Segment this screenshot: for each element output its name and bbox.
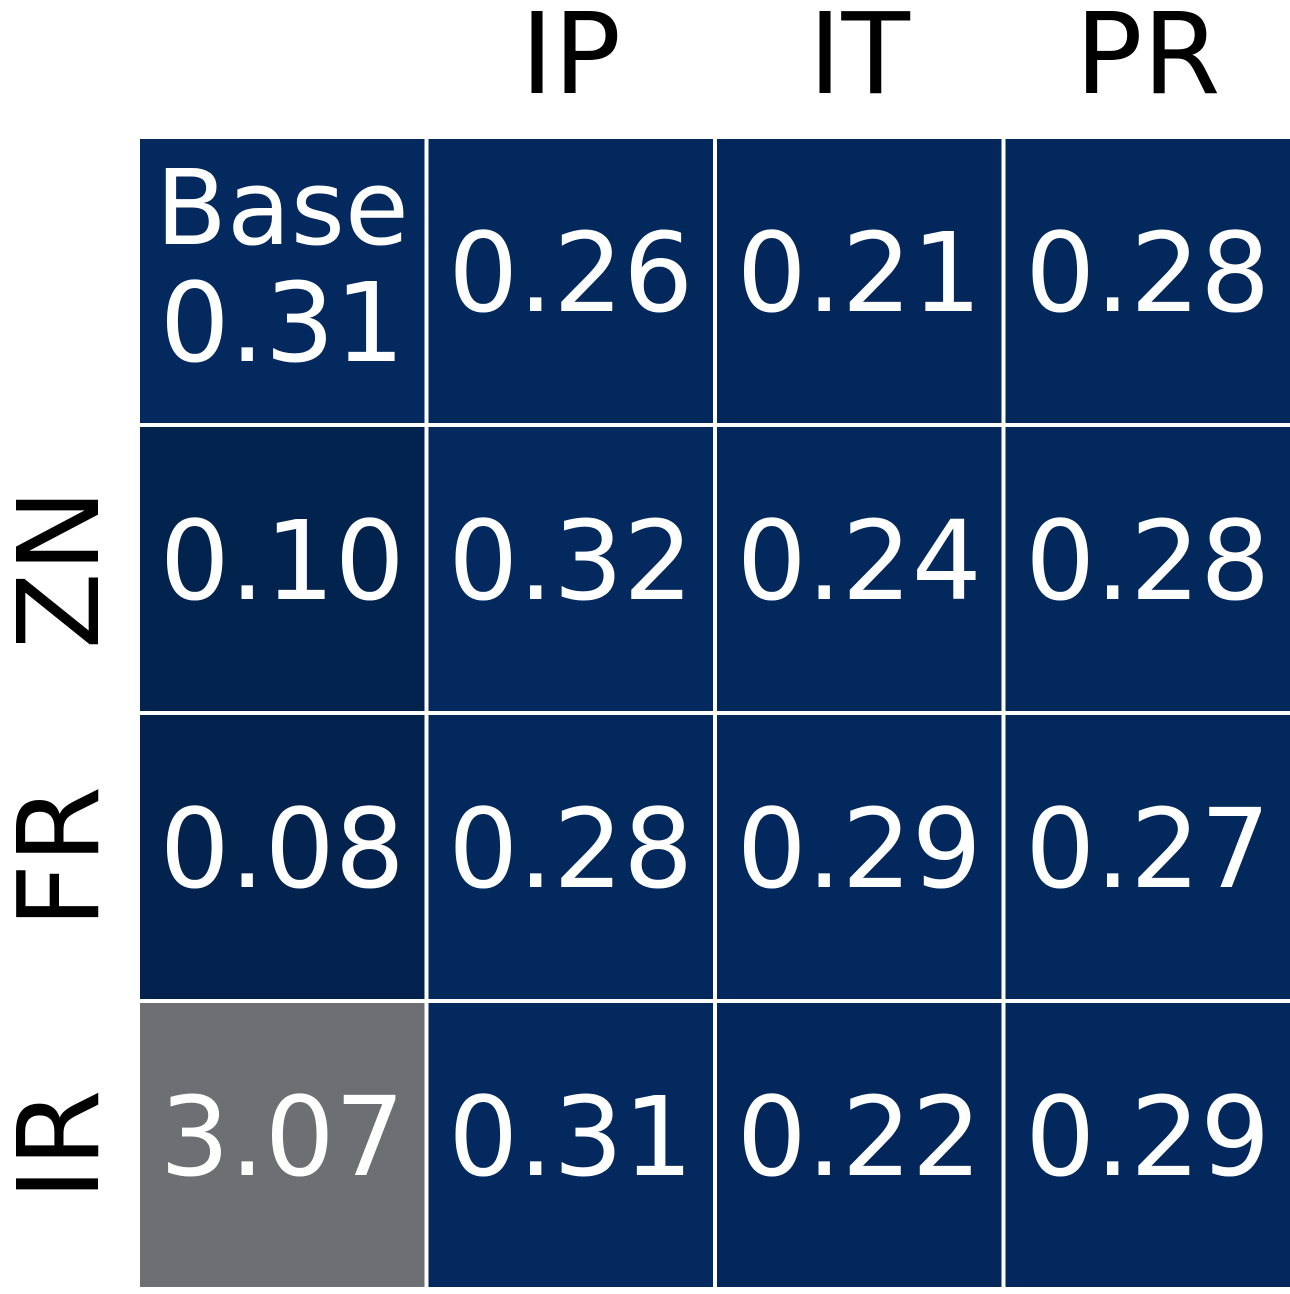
cell-value: 0.26 — [448, 209, 693, 337]
cell-value: 0.28 — [1025, 209, 1270, 337]
cell-value: 0.27 — [1025, 785, 1270, 913]
cell-value: 0.28 — [1025, 497, 1270, 625]
cell-value: 0.22 — [737, 1073, 982, 1201]
cell-value: 0.31 — [448, 1073, 693, 1201]
row-label: IR — [0, 1090, 125, 1201]
column-label: IT — [809, 0, 911, 120]
column-label: PR — [1075, 0, 1220, 120]
column-label: IP — [520, 0, 621, 120]
cell-value: 0.21 — [737, 209, 982, 337]
cell-annotation: Base — [156, 147, 409, 269]
cell-value: 0.10 — [160, 497, 405, 625]
cell-value: 0.29 — [1025, 1073, 1270, 1201]
cell-value: 0.24 — [737, 497, 982, 625]
row-label: FR — [0, 786, 125, 928]
cell-value: 0.32 — [448, 497, 693, 625]
cell-value: 0.08 — [160, 785, 405, 913]
cell-value: 3.07 — [160, 1073, 405, 1201]
row-label: ZN — [0, 489, 125, 650]
cell-value: 0.29 — [737, 785, 982, 913]
cell-value: 0.31 — [160, 259, 405, 387]
cell-value: 0.28 — [448, 785, 693, 913]
